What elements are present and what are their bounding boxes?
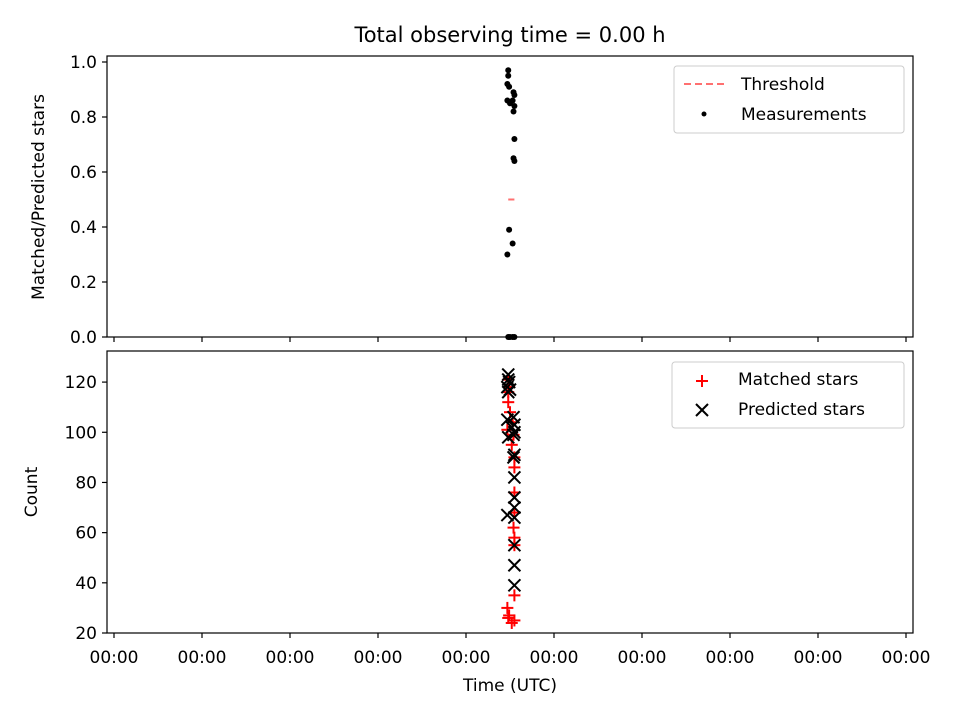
bottom-y-axis-label: Count xyxy=(22,466,42,517)
y-tick-label: 0.0 xyxy=(70,328,97,348)
x-tick-label: 00:00 xyxy=(90,648,139,668)
x-tick-label: 00:00 xyxy=(530,648,579,668)
measurements-legend-label: Measurements xyxy=(741,105,867,125)
measurements-point xyxy=(509,240,516,247)
y-tick-label: 20 xyxy=(75,624,97,644)
predicted-stars-point xyxy=(500,508,515,522)
measurements-point xyxy=(511,92,518,98)
x-tick-label: 00:00 xyxy=(442,648,491,668)
x-tick-label: 00:00 xyxy=(882,648,931,668)
matched-stars-point xyxy=(508,614,521,627)
top-y-ticks: 0.0 0.2 0.4 0.6 0.8 1.0 xyxy=(70,53,107,348)
bottom-panel: 00:00 00:00 00:00 00:00 00:00 00:00 00:00 00:00… xyxy=(22,350,931,696)
measurements-point xyxy=(504,251,511,258)
bottom-y-ticks: 20 40 60 80 100 120 xyxy=(65,373,107,644)
measurements-point xyxy=(505,72,512,79)
bottom-panel-frame xyxy=(106,350,914,634)
y-tick-label: 0.4 xyxy=(70,218,97,238)
bottom-panel-marks xyxy=(500,367,522,629)
y-tick-label: 100 xyxy=(65,423,97,443)
matched-stars-point xyxy=(501,601,514,614)
predicted-stars-point xyxy=(507,448,522,462)
predicted-stars-legend-marker xyxy=(695,403,709,417)
x-tick-label: 00:00 xyxy=(354,648,403,668)
predicted-stars-point xyxy=(501,385,515,399)
x-tick-label: 00:00 xyxy=(618,648,667,668)
x-tick-label: 00:00 xyxy=(706,648,755,668)
x-tick-label: 00:00 xyxy=(266,648,315,668)
predicted-stars-point xyxy=(506,428,521,442)
y-tick-label: 120 xyxy=(65,373,97,393)
y-tick-label: 0.2 xyxy=(70,273,97,293)
figure-title: Total observing time = 0.00 h xyxy=(353,23,665,47)
top-legend: Threshold Measurements xyxy=(673,65,905,134)
measurements-point xyxy=(506,83,513,90)
top-panel: 0.0 0.2 0.4 0.6 0.8 1.0 Matched/Predicted sta… xyxy=(29,53,914,348)
y-tick-label: 1.0 xyxy=(70,53,97,73)
measurements-legend-marker xyxy=(701,111,707,117)
matched-stars-point xyxy=(502,396,515,409)
y-tick-label: 0.8 xyxy=(70,108,97,128)
top-panel-marks xyxy=(504,67,518,340)
y-tick-label: 80 xyxy=(75,473,97,493)
measurements-point xyxy=(505,67,512,74)
measurements-point xyxy=(511,103,518,109)
matched-stars-point xyxy=(508,589,521,602)
bottom-legend-box xyxy=(671,361,905,429)
y-tick-label: 0.6 xyxy=(70,163,97,183)
bottom-x-ticks: 00:00 00:00 00:00 00:00 00:00 00:00 00:00 00:00… xyxy=(90,633,931,668)
top-y-axis-label: Matched/Predicted stars xyxy=(29,94,49,300)
predicted-stars-point xyxy=(507,470,522,485)
measurements-point xyxy=(511,136,518,142)
top-x-ticks xyxy=(113,337,907,342)
predicted-stars-point xyxy=(507,558,522,572)
predicted-stars-point xyxy=(507,490,522,505)
predicted-stars-point xyxy=(506,450,521,465)
measurements-point xyxy=(506,226,513,233)
x-tick-label: 00:00 xyxy=(178,648,227,668)
predicted-stars-legend-label: Predicted stars xyxy=(738,400,865,420)
predicted-stars-point xyxy=(507,510,522,525)
measurements-point xyxy=(509,97,516,104)
bottom-x-axis-label: Time (UTC) xyxy=(462,676,557,696)
predicted-stars-point xyxy=(507,578,522,593)
x-tick-label: 00:00 xyxy=(794,648,843,668)
matched-stars-point xyxy=(507,521,520,534)
matched-stars-point xyxy=(508,461,521,474)
y-tick-label: 60 xyxy=(75,524,97,544)
measurements-point xyxy=(511,158,518,164)
matched-stars-legend-label: Matched stars xyxy=(738,370,858,390)
top-panel-frame xyxy=(106,55,914,338)
y-tick-label: 40 xyxy=(75,574,97,594)
threshold-legend-label: Threshold xyxy=(740,75,825,95)
matched-stars-legend-marker xyxy=(696,375,708,387)
measurements-point xyxy=(510,108,517,115)
predicted-stars-point xyxy=(507,538,522,552)
matched-stars-point xyxy=(505,616,518,629)
bottom-legend: Matched stars Predicted stars xyxy=(671,361,905,429)
top-legend-box xyxy=(673,65,905,134)
